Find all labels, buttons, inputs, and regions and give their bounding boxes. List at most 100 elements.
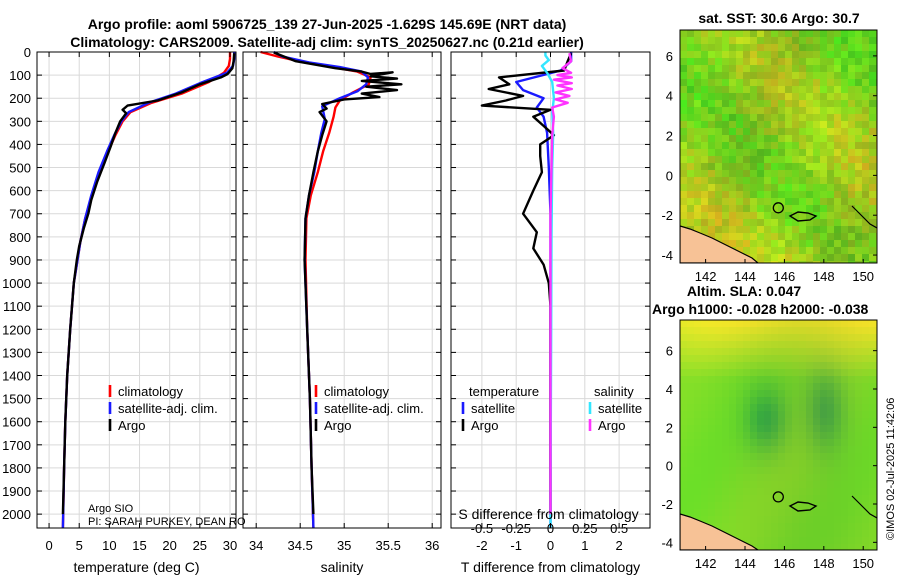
sst-cell bbox=[701, 219, 709, 227]
sst-cell bbox=[834, 219, 842, 227]
sla-cell bbox=[743, 355, 751, 363]
sst-cell bbox=[771, 114, 779, 122]
sla-cell bbox=[708, 467, 716, 475]
sla-cell bbox=[827, 348, 835, 356]
sst-cell bbox=[708, 93, 716, 101]
sst-cell bbox=[736, 65, 744, 73]
x-tick-label: 15 bbox=[132, 538, 146, 553]
sla-cell bbox=[848, 530, 856, 538]
sst-cell bbox=[680, 114, 688, 122]
sst-cell bbox=[715, 142, 723, 150]
sla-argo-location-marker bbox=[772, 491, 784, 503]
series-line-s-argo bbox=[549, 52, 573, 515]
sla-cell bbox=[729, 530, 737, 538]
sla-cell bbox=[708, 390, 716, 398]
sla-cell bbox=[715, 495, 723, 503]
sst-cell bbox=[855, 86, 863, 94]
sla-cell bbox=[841, 537, 849, 545]
sla-cell bbox=[827, 341, 835, 349]
sla-cell bbox=[715, 516, 723, 524]
sst-cell bbox=[736, 184, 744, 192]
sst-cell bbox=[750, 163, 758, 171]
sst-cell bbox=[813, 205, 821, 213]
sst-cell bbox=[799, 226, 807, 234]
sst-cell bbox=[750, 212, 758, 220]
map-x-tick-label: 144 bbox=[734, 269, 756, 284]
map-y-tick-label: -2 bbox=[661, 497, 673, 512]
sst-cell bbox=[792, 142, 800, 150]
sla-cell bbox=[848, 446, 856, 454]
sst-cell bbox=[792, 93, 800, 101]
imos-timestamp: ©IMOS 02-Jul-2025 11:42:06 bbox=[885, 398, 897, 540]
sst-cell bbox=[848, 44, 856, 52]
sla-cell bbox=[708, 348, 716, 356]
sla-cell bbox=[687, 362, 695, 370]
map-y-tick-label: 6 bbox=[666, 49, 673, 64]
sst-cell bbox=[792, 198, 800, 206]
sst-cell bbox=[680, 86, 688, 94]
sst-cell bbox=[771, 142, 779, 150]
sst-cell bbox=[708, 226, 716, 234]
sst-cell bbox=[827, 65, 835, 73]
sst-cell bbox=[736, 177, 744, 185]
sst-cell bbox=[736, 142, 744, 150]
sst-cell bbox=[778, 93, 786, 101]
sla-cell bbox=[827, 502, 835, 510]
sla-cell bbox=[820, 509, 828, 517]
sla-cell bbox=[680, 404, 688, 412]
sst-cell bbox=[834, 156, 842, 164]
sst-cell bbox=[785, 226, 793, 234]
sst-cell bbox=[771, 240, 779, 248]
sla-cell bbox=[722, 418, 730, 426]
sst-cell bbox=[869, 163, 877, 171]
sst-cell bbox=[792, 226, 800, 234]
y-tick-label: 400 bbox=[9, 137, 31, 152]
sst-cell bbox=[820, 219, 828, 227]
sla-cell bbox=[820, 404, 828, 412]
sla-cell bbox=[841, 509, 849, 517]
sst-cell bbox=[750, 37, 758, 45]
sla-cell bbox=[792, 467, 800, 475]
sst-cell bbox=[708, 86, 716, 94]
sst-cell bbox=[694, 114, 702, 122]
sst-cell bbox=[736, 135, 744, 143]
sst-cell bbox=[694, 191, 702, 199]
sla-cell bbox=[792, 460, 800, 468]
sla-cell bbox=[806, 481, 814, 489]
sst-cell bbox=[708, 177, 716, 185]
sst-cell bbox=[750, 219, 758, 227]
sst-cell bbox=[855, 240, 863, 248]
series-line-argo bbox=[273, 51, 403, 515]
sst-cell bbox=[841, 121, 849, 129]
sla-cell bbox=[827, 320, 835, 328]
sla-cell bbox=[708, 460, 716, 468]
sla-cell bbox=[708, 488, 716, 496]
sst-cell bbox=[820, 212, 828, 220]
sst-cell bbox=[722, 191, 730, 199]
sla-cell bbox=[680, 446, 688, 454]
sst-cell bbox=[715, 156, 723, 164]
sla-cell bbox=[862, 376, 870, 384]
sla-cell bbox=[869, 348, 877, 356]
sst-cell bbox=[869, 58, 877, 66]
sla-cell bbox=[722, 432, 730, 440]
sla-cell bbox=[813, 404, 821, 412]
y-tick-label: 700 bbox=[9, 207, 31, 222]
sla-cell bbox=[764, 544, 772, 550]
sst-cell bbox=[771, 93, 779, 101]
sst-cell bbox=[743, 114, 751, 122]
sst-cell bbox=[862, 72, 870, 80]
sst-cell bbox=[729, 177, 737, 185]
sla-cell bbox=[736, 502, 744, 510]
sla-cell bbox=[778, 523, 786, 531]
sst-cell bbox=[687, 79, 695, 87]
map-x-tick-label: 150 bbox=[852, 269, 874, 284]
sst-cell bbox=[757, 149, 765, 157]
sst-cell bbox=[708, 107, 716, 115]
sla-cell bbox=[757, 460, 765, 468]
sst-cell bbox=[750, 72, 758, 80]
sla-cell bbox=[820, 446, 828, 454]
sla-cell bbox=[869, 404, 877, 412]
sla-cell bbox=[708, 362, 716, 370]
sst-cell bbox=[820, 100, 828, 108]
